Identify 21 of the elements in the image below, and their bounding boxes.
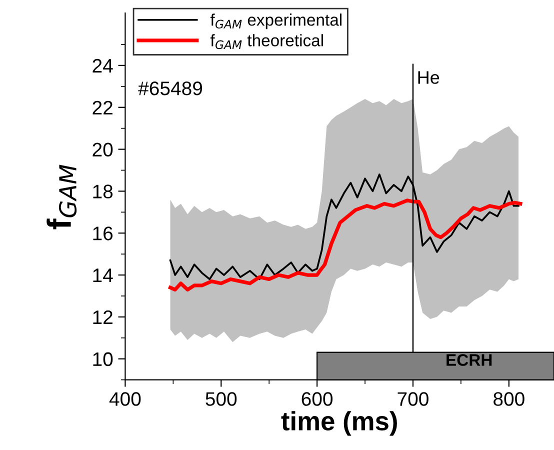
legend-label: f$_{GAM}$ experimental [210, 14, 342, 30]
y-tick-label: 24 [92, 58, 113, 72]
ref-line-label: He [418, 71, 440, 84]
x-tick-label: 800 [494, 392, 524, 406]
annotation: #65489 [138, 82, 202, 96]
legend-label: f$_{GAM}$ theoretical [210, 34, 323, 50]
x-axis-title: time (ms) [281, 411, 397, 436]
y-tick-label: 22 [92, 100, 112, 114]
x-tick-label: 400 [109, 392, 141, 406]
y-tick-label: 20 [92, 142, 113, 157]
y-tick-label: 12 [93, 310, 112, 324]
y-tick-label: 18 [93, 184, 113, 198]
line-series [168, 198, 522, 292]
band-label: ECRH [446, 354, 492, 366]
x-tick-label: 500 [206, 392, 237, 406]
x-tick-label: 700 [398, 392, 428, 406]
y-tick-label: 14 [93, 268, 113, 282]
y-tick-label: 16 [93, 226, 113, 240]
y-tick-label: 10 [93, 352, 113, 366]
x-tick-label: 600 [302, 392, 333, 406]
y-axis-title: f$_{GAM}$ [46, 164, 77, 230]
